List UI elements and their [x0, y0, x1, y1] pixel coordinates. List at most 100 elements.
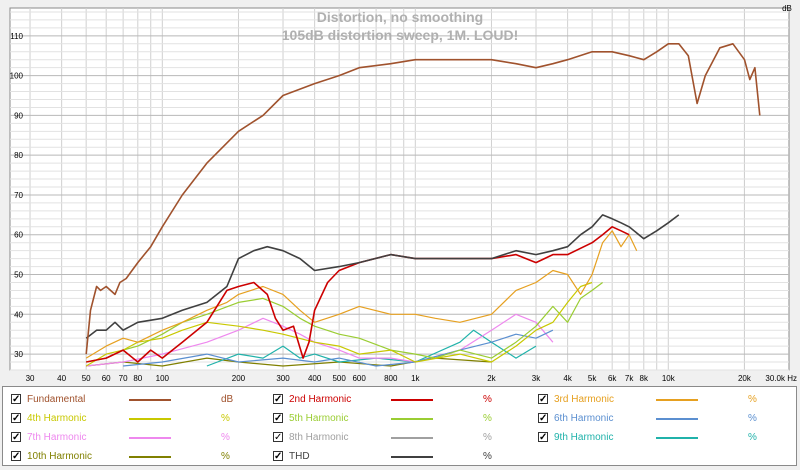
legend-label: Fundamental	[27, 394, 86, 405]
series-line-9th-harmonic	[206, 329, 537, 367]
y-tick-label: 70	[14, 191, 23, 200]
legend-item-10th-harmonic[interactable]: ✓ 10th Harmonic%	[11, 448, 261, 466]
legend-unit: %	[221, 451, 230, 462]
legend-checkbox-8th-harmonic[interactable]: ✓	[273, 432, 283, 443]
legend-unit: %	[483, 394, 492, 405]
legend-unit: %	[221, 432, 230, 443]
legend-item-6th-harmonic[interactable]: ✓ 6th Harmonic%	[538, 410, 788, 428]
legend-swatch	[656, 399, 698, 401]
legend-label: 9th Harmonic	[554, 432, 614, 443]
x-tick-label: 7k	[625, 374, 634, 383]
series-line-4th-harmonic	[85, 281, 593, 367]
legend-unit: %	[748, 394, 757, 405]
series-line-thd	[85, 214, 680, 339]
x-tick-label: 20k	[738, 374, 752, 383]
x-tick-label: 8k	[640, 374, 649, 383]
series-line-5th-harmonic	[86, 282, 603, 363]
x-tick-label: 100	[156, 374, 170, 383]
x-tick-label: 30.0k Hz	[765, 374, 797, 383]
legend-swatch	[656, 437, 698, 439]
legend-label: 7th Harmonic	[27, 432, 87, 443]
x-tick-label: 5k	[588, 374, 597, 383]
legend-item-thd[interactable]: ✓ THD%	[273, 448, 523, 466]
grid-lines	[10, 8, 789, 371]
x-tick-label: 2k	[487, 374, 496, 383]
x-tick-label: 30	[26, 374, 35, 383]
legend-checkbox-9th-harmonic[interactable]: ✓	[538, 432, 548, 443]
legend-swatch	[129, 437, 171, 439]
y-tick-label: 80	[14, 151, 23, 160]
legend-checkbox-10th-harmonic[interactable]: ✓	[11, 451, 21, 462]
x-tick-label: 70	[119, 374, 128, 383]
legend-checkbox-3rd-harmonic[interactable]: ✓	[538, 394, 548, 405]
legend-item-5th-harmonic[interactable]: ✓ 5th Harmonic%	[273, 410, 523, 428]
legend-unit: %	[483, 432, 492, 443]
legend-checkbox-5th-harmonic[interactable]: ✓	[273, 413, 283, 424]
legend-label: 4th Harmonic	[27, 413, 87, 424]
legend: ✓ Fundamental dB ✓ 2nd Harmonic% ✓ 3rd Harmoni…	[2, 386, 797, 466]
legend-checkbox-thd[interactable]: ✓	[273, 451, 283, 462]
legend-item-9th-harmonic[interactable]: ✓ 9th Harmonic%	[538, 429, 788, 447]
y-tick-label: 40	[14, 310, 23, 319]
y-tick-label: 30	[14, 350, 23, 359]
x-tick-label: 600	[352, 374, 366, 383]
legend-unit: %	[483, 413, 492, 424]
legend-checkbox-fundamental[interactable]: ✓	[11, 394, 21, 405]
x-tick-label: 200	[232, 374, 246, 383]
chart-subtitle: 105dB distortion sweep, 1M. LOUD!	[282, 27, 518, 43]
y-tick-label: 90	[14, 111, 23, 120]
y-tick-label: 100	[10, 72, 24, 81]
legend-checkbox-2nd-harmonic[interactable]: ✓	[273, 394, 283, 405]
x-tick-label: 6k	[608, 374, 617, 383]
x-tick-label: 60	[102, 374, 111, 383]
y-tick-label: 50	[14, 271, 23, 280]
x-tick-label: 50	[82, 374, 91, 383]
legend-swatch	[656, 418, 698, 420]
x-tick-label: 1k	[411, 374, 420, 383]
legend-label: 5th Harmonic	[289, 413, 349, 424]
chart-title: Distortion, no smoothing	[317, 9, 483, 25]
x-tick-label: 10k	[662, 374, 676, 383]
x-tick-label: 300	[276, 374, 290, 383]
series-line-7th-harmonic	[86, 313, 554, 367]
series-line-fundamental	[85, 43, 761, 355]
x-tick-label: 4k	[563, 374, 572, 383]
series-line-6th-harmonic	[123, 329, 554, 367]
y-tick-label: 60	[14, 231, 23, 240]
legend-swatch	[391, 399, 433, 401]
legend-item-8th-harmonic[interactable]: ✓ 8th Harmonic%	[273, 429, 523, 447]
legend-swatch	[129, 399, 171, 401]
legend-checkbox-6th-harmonic[interactable]: ✓	[538, 413, 548, 424]
legend-label: 3rd Harmonic	[554, 394, 615, 405]
legend-item-7th-harmonic[interactable]: ✓ 7th Harmonic%	[11, 429, 261, 447]
legend-label: THD	[289, 451, 310, 462]
legend-label: 2nd Harmonic	[289, 394, 352, 405]
x-tick-label: 80	[133, 374, 142, 383]
legend-checkbox-4th-harmonic[interactable]: ✓	[11, 413, 21, 424]
series-layer	[85, 43, 761, 367]
legend-label: 6th Harmonic	[554, 413, 614, 424]
legend-unit: %	[221, 413, 230, 424]
y-tick-labels: 30 40 50 60 70 80 90 100 110	[10, 32, 24, 359]
plot-area	[9, 7, 790, 371]
y-tick-label: 110	[10, 32, 23, 41]
legend-swatch	[129, 418, 171, 420]
legend-swatch	[391, 418, 433, 420]
legend-swatch	[391, 456, 433, 458]
legend-item-4th-harmonic[interactable]: ✓ 4th Harmonic%	[11, 410, 261, 428]
legend-item-3rd-harmonic[interactable]: ✓ 3rd Harmonic%	[538, 391, 788, 409]
legend-unit: %	[483, 451, 492, 462]
x-tick-label: 500	[332, 374, 346, 383]
legend-item-fundamental[interactable]: ✓ Fundamental dB	[11, 391, 261, 409]
legend-item-2nd-harmonic[interactable]: ✓ 2nd Harmonic%	[273, 391, 523, 409]
distortion-plot: 30 40 50 60 70 80 90 100 110 30 40 50 60 70 80 100 200 3…	[9, 4, 797, 383]
series-line-3rd-harmonic	[85, 230, 638, 359]
legend-checkbox-7th-harmonic[interactable]: ✓	[11, 432, 21, 443]
legend-label: 10th Harmonic	[27, 451, 93, 462]
legend-unit: dB	[221, 394, 234, 405]
legend-swatch	[129, 456, 171, 458]
x-tick-label: 40	[57, 374, 66, 383]
x-tick-label: 3k	[532, 374, 541, 383]
legend-swatch	[391, 437, 433, 439]
series-line-2nd-harmonic	[86, 226, 630, 363]
